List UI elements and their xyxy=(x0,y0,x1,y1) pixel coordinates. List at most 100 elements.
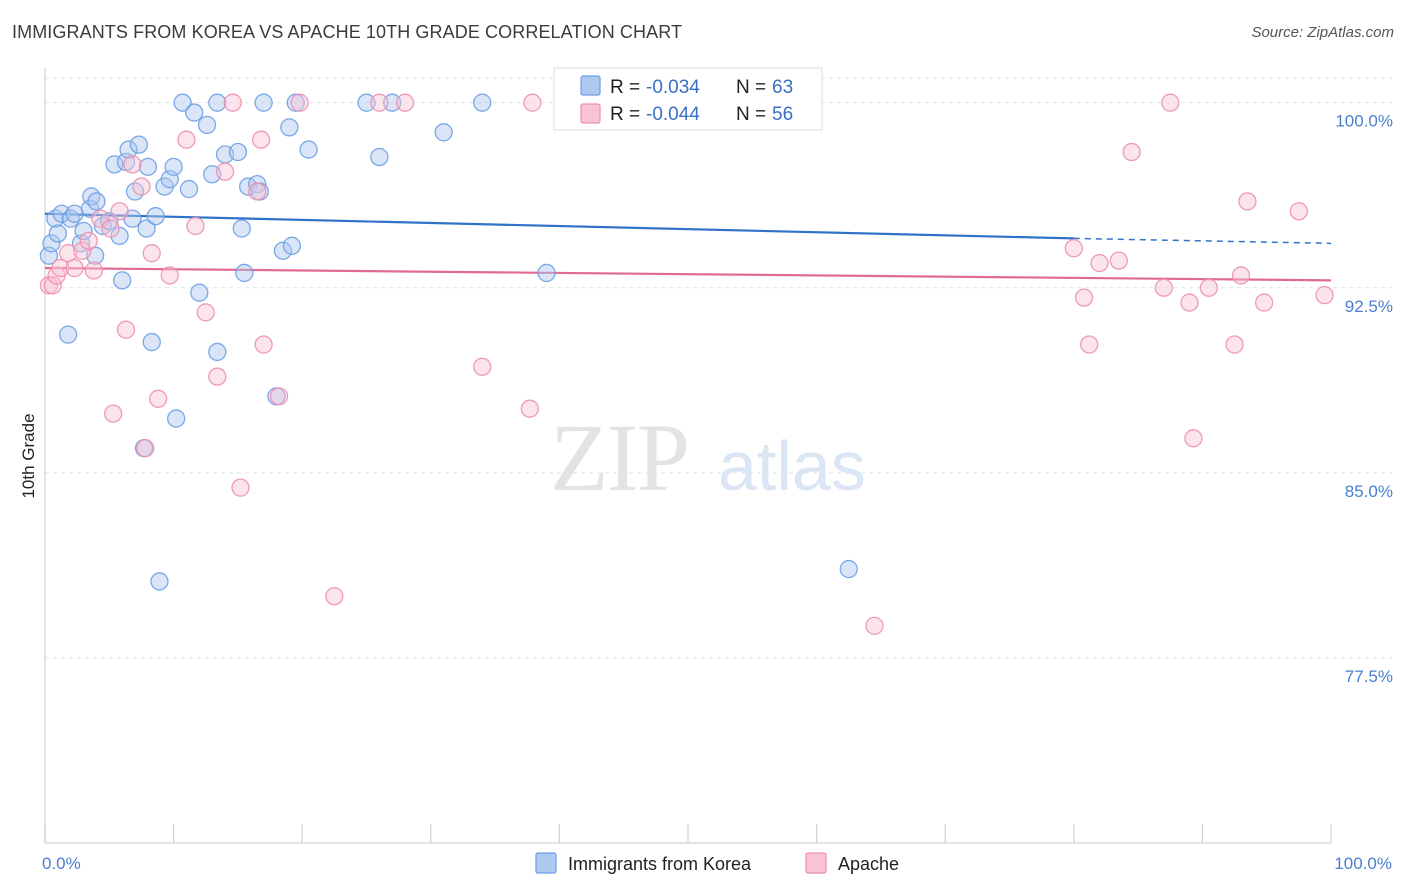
point-korea-16 xyxy=(105,155,124,174)
point-korea-37 xyxy=(190,283,209,302)
point-korea-53 xyxy=(282,236,302,255)
point-korea-41 xyxy=(208,93,227,112)
point-apache-33 xyxy=(370,93,389,112)
point-apache-6 xyxy=(73,241,92,260)
point-apache-37 xyxy=(523,93,542,112)
y-tick-label-0: 100.0% xyxy=(1335,112,1393,131)
point-apache-40 xyxy=(1074,288,1094,307)
trend-dashed-korea xyxy=(1073,237,1332,245)
point-apache-17 xyxy=(142,244,161,263)
point-apache-30 xyxy=(269,387,289,406)
point-apache-44 xyxy=(1122,142,1141,162)
point-apache-18 xyxy=(149,389,168,408)
point-korea-32 xyxy=(164,157,183,176)
point-apache-31 xyxy=(290,93,309,112)
point-apache-11 xyxy=(104,404,123,423)
trend-solid-korea xyxy=(44,212,1074,240)
point-korea-11 xyxy=(82,187,101,206)
point-apache-12 xyxy=(110,202,129,221)
axes xyxy=(44,68,1331,844)
point-apache-51 xyxy=(1231,266,1251,285)
x-tick-label-max: 100.0% xyxy=(1334,854,1392,873)
point-korea-58 xyxy=(383,93,402,112)
x-ticks xyxy=(44,824,1332,843)
point-korea-4 xyxy=(52,204,71,223)
point-apache-48 xyxy=(1184,429,1203,448)
point-korea-49 xyxy=(254,93,273,112)
point-apache-34 xyxy=(395,93,415,112)
point-korea-3 xyxy=(48,224,68,243)
point-korea-27 xyxy=(142,332,161,352)
watermark: ZIP atlas xyxy=(550,404,866,511)
point-apache-24 xyxy=(215,162,235,181)
point-korea-57 xyxy=(370,147,389,167)
legend-r-value-apache: -0.044 xyxy=(646,104,700,125)
source-label: Source: ZipAtlas.com xyxy=(1251,24,1394,41)
point-apache-27 xyxy=(248,182,267,201)
point-korea-52 xyxy=(280,118,299,137)
y-tick-label-1: 92.5% xyxy=(1345,297,1393,316)
legend-n-value-apache: 56 xyxy=(772,104,793,125)
legend-r-label-apache: R = xyxy=(610,104,640,125)
point-apache-20 xyxy=(177,130,196,149)
legend-swatch-korea xyxy=(580,75,601,96)
y-tick-labels: 100.0% 92.5% 85.0% 77.5% xyxy=(1335,112,1393,686)
point-apache-23 xyxy=(208,367,227,386)
point-apache-38 xyxy=(865,616,884,635)
watermark-zip: ZIP xyxy=(550,404,688,511)
point-apache-39 xyxy=(1064,239,1083,258)
point-apache-0 xyxy=(39,276,59,295)
point-korea-28 xyxy=(146,207,165,226)
point-korea-34 xyxy=(173,93,192,112)
watermark-atlas: atlas xyxy=(718,427,866,505)
point-apache-46 xyxy=(1161,93,1180,112)
bottom-legend-swatch-apache xyxy=(805,852,827,874)
point-apache-50 xyxy=(1225,335,1244,354)
point-apache-13 xyxy=(116,320,136,339)
point-apache-55 xyxy=(1315,286,1334,305)
point-apache-19 xyxy=(160,266,179,285)
point-apache-45 xyxy=(1154,278,1173,297)
point-apache-36 xyxy=(520,399,539,418)
point-korea-47 xyxy=(248,174,267,194)
point-korea-13 xyxy=(87,192,106,211)
x-tick-label-min: 0.0% xyxy=(42,854,81,873)
point-apache-43 xyxy=(1109,251,1128,270)
point-apache-42 xyxy=(1090,253,1109,273)
point-apache-21 xyxy=(186,216,205,236)
point-apache-5 xyxy=(65,258,84,278)
point-apache-49 xyxy=(1199,278,1218,297)
point-korea-26 xyxy=(138,157,158,176)
point-apache-1 xyxy=(43,276,62,295)
point-apache-22 xyxy=(196,303,215,322)
point-korea-7 xyxy=(65,204,84,223)
point-apache-15 xyxy=(132,177,151,196)
point-apache-25 xyxy=(223,93,242,112)
y-tick-label-2: 85.0% xyxy=(1345,482,1393,501)
bottom-legend-label-korea: Immigrants from Korea xyxy=(568,854,752,874)
point-apache-32 xyxy=(325,587,344,606)
stats-legend: R = -0.034 N = 63 R = -0.044 N = 56 xyxy=(553,67,823,131)
bottom-legend-swatch-korea xyxy=(535,852,557,874)
point-korea-29 xyxy=(150,572,169,591)
point-korea-60 xyxy=(473,93,492,112)
point-korea-51 xyxy=(273,241,293,260)
trend-solid-apache xyxy=(44,266,1332,282)
point-korea-55 xyxy=(299,140,318,159)
point-apache-54 xyxy=(1289,202,1308,221)
y-axis-label: 10th Grade xyxy=(19,413,38,498)
trend-line-korea xyxy=(44,212,1332,245)
point-korea-20 xyxy=(119,140,138,159)
point-korea-35 xyxy=(179,179,199,199)
legend-n-label-apache: N = xyxy=(736,104,766,125)
point-korea-5 xyxy=(58,325,78,344)
point-apache-52 xyxy=(1238,192,1257,211)
y-tick-label-3: 77.5% xyxy=(1345,667,1393,686)
trend-line-apache xyxy=(44,266,1332,282)
legend-r-label-korea: R = xyxy=(610,77,640,98)
point-korea-62 xyxy=(839,559,858,579)
points-korea xyxy=(39,93,858,591)
point-korea-45 xyxy=(235,263,254,283)
points-apache xyxy=(39,93,1334,635)
point-korea-9 xyxy=(74,221,93,241)
